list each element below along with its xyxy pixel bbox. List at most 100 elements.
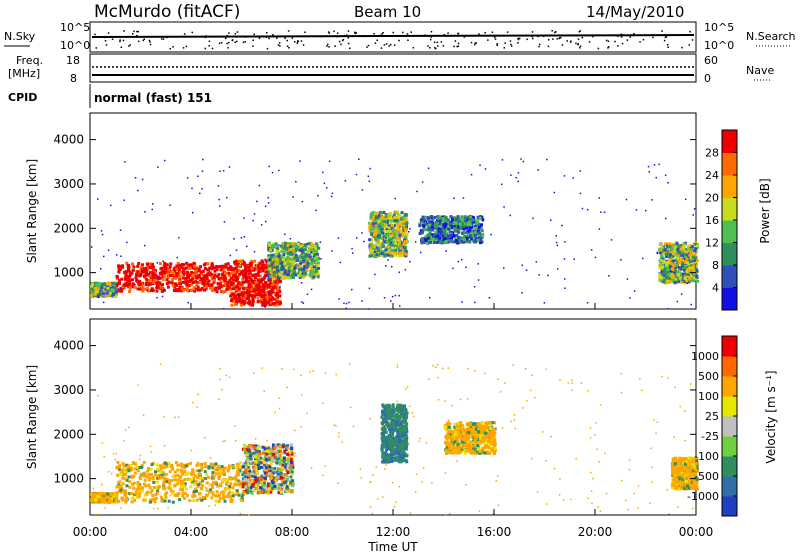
data-cell (305, 264, 309, 268)
data-cell (229, 299, 233, 303)
data-cell (118, 268, 122, 272)
data-cell (127, 268, 130, 272)
data-cell (263, 303, 267, 307)
data-cell (221, 265, 225, 269)
noise-dot (620, 33, 622, 36)
data-cell (665, 279, 669, 283)
data-speck (416, 190, 418, 193)
noise-dot (561, 44, 564, 46)
data-cell (111, 492, 115, 496)
data-cell (110, 497, 114, 501)
data-cell (444, 222, 448, 226)
data-cell (695, 275, 699, 279)
noise-dot (430, 36, 432, 38)
data-cell (185, 261, 189, 265)
data-cell (114, 497, 118, 501)
data-cell (192, 266, 196, 270)
data-cell (267, 283, 271, 287)
data-cell (217, 273, 221, 277)
data-speck (693, 208, 696, 210)
noise-dot (553, 31, 556, 34)
data-cell (435, 237, 439, 241)
data-cell (227, 464, 231, 468)
data-cell (403, 245, 407, 249)
noise-dot (504, 42, 506, 44)
data-speck (124, 161, 126, 163)
data-cell (114, 290, 118, 294)
cpid-label: CPID (8, 91, 37, 104)
data-speck (532, 217, 534, 219)
data-cell (103, 497, 107, 500)
noise-dot (453, 45, 455, 48)
data-speck (352, 252, 354, 254)
data-cell (297, 274, 301, 278)
beam-title: Beam 10 (354, 3, 421, 21)
data-cell (156, 280, 160, 284)
data-cell (184, 266, 188, 270)
data-cell (131, 282, 135, 286)
data-cell (232, 297, 236, 301)
data-cell (308, 273, 312, 277)
data-cell (137, 283, 141, 287)
data-cell (681, 264, 685, 268)
data-speck (656, 251, 659, 254)
data-cell (215, 494, 219, 498)
noise-dot (244, 36, 246, 38)
data-speck (219, 205, 221, 207)
noise-dot (437, 45, 439, 47)
data-cell (669, 264, 673, 268)
data-cell (694, 247, 698, 251)
data-cell (155, 463, 159, 467)
data-cell (676, 256, 680, 260)
data-cell (396, 237, 400, 240)
data-cell (274, 256, 278, 260)
data-cell (296, 257, 300, 261)
data-cell (449, 223, 453, 227)
data-cell (273, 285, 277, 289)
noise-dot (607, 47, 609, 49)
noise-dot (286, 39, 288, 42)
data-speck (390, 300, 392, 302)
data-cell (250, 268, 254, 272)
data-cell (279, 257, 283, 261)
data-cell (270, 255, 274, 259)
noise-search-dots (94, 30, 694, 50)
data-cell (676, 273, 680, 277)
data-cell (373, 233, 377, 237)
data-cell (290, 262, 294, 266)
data-cell (456, 241, 460, 245)
data-cell (303, 265, 307, 269)
data-cell (194, 479, 198, 483)
data-cell (127, 283, 131, 287)
data-cell (667, 270, 670, 274)
data-cell (212, 276, 216, 280)
data-cell (394, 241, 397, 245)
data-speck (633, 290, 636, 292)
data-cell (260, 278, 264, 282)
data-speck (664, 174, 667, 177)
data-cell (446, 218, 450, 222)
data-cell (190, 472, 193, 476)
data-speck (684, 258, 686, 260)
data-cell (91, 495, 95, 499)
data-cell (206, 281, 210, 285)
noise-dot (218, 42, 221, 44)
data-cell (269, 249, 273, 253)
data-cell (197, 463, 201, 467)
data-cell (678, 276, 682, 280)
data-cell (221, 479, 225, 483)
data-cell (689, 274, 693, 278)
data-cell (100, 496, 104, 500)
data-speck (538, 274, 540, 276)
data-speck (452, 267, 454, 270)
data-cell (151, 271, 155, 275)
data-cell (405, 233, 409, 237)
data-speck (279, 285, 281, 288)
data-speck (537, 169, 539, 171)
data-cell (658, 273, 662, 277)
noise-dot (435, 47, 437, 50)
data-cell (672, 264, 676, 268)
data-cell (222, 267, 226, 271)
data-speck (667, 182, 669, 184)
data-cell (452, 240, 456, 244)
